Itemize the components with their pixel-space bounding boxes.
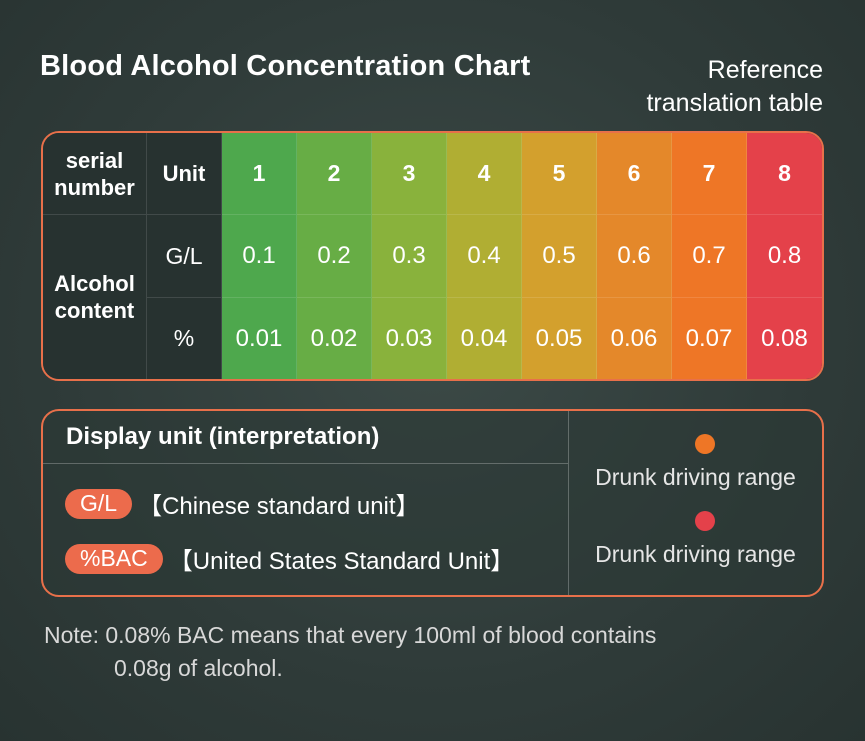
column-header: 1 (222, 133, 297, 215)
reference-label: Reference translation table (583, 54, 823, 120)
table-cell: 0.5 (522, 215, 597, 298)
table-cell: 0.02 (297, 298, 372, 379)
gl-description: 【Chinese standard unit】 (138, 493, 420, 520)
range-label-orange: Drunk driving range (595, 464, 796, 490)
table-cell: 0.08 (747, 298, 822, 379)
column-header: 8 (747, 133, 822, 215)
reference-line-1: Reference (707, 56, 823, 84)
display-unit-heading: Display unit (interpretation) (43, 411, 568, 464)
alcohol-content-label: Alcohol content (43, 215, 147, 379)
column-header: 4 (447, 133, 522, 215)
unit-label-gl: G/L (147, 215, 222, 298)
bac-badge: %BAC (65, 543, 163, 574)
table-cell: 0.4 (447, 215, 522, 298)
display-unit-list: Display unit (interpretation) G/L 【Chine… (43, 411, 569, 595)
column-header: 7 (672, 133, 747, 215)
orange-dot-icon (695, 434, 715, 454)
display-unit-panel: Display unit (interpretation) G/L 【Chine… (41, 409, 824, 597)
column-header: 3 (372, 133, 447, 215)
unit-row-bac: %BAC 【United States Standard Unit】 (65, 541, 514, 576)
table-cell: 0.01 (222, 298, 297, 379)
bac-table: serial number Unit 1 2 3 4 5 6 7 8 Alcoh… (41, 131, 824, 381)
page-title: Blood Alcohol Concentration Chart (40, 50, 531, 82)
table-cell: 0.8 (747, 215, 822, 298)
bac-description: 【United States Standard Unit】 (168, 548, 515, 575)
note-line-2: 0.08g of alcohol. (114, 655, 283, 681)
column-header: 5 (522, 133, 597, 215)
table-cell: 0.04 (447, 298, 522, 379)
column-header: 2 (297, 133, 372, 215)
table-cell: 0.1 (222, 215, 297, 298)
gl-badge: G/L (65, 488, 133, 519)
unit-row-gl: G/L 【Chinese standard unit】 (65, 486, 420, 521)
table-cell: 0.07 (672, 298, 747, 379)
table-cell: 0.3 (372, 215, 447, 298)
table-cell: 0.7 (672, 215, 747, 298)
note-line-1: Note: 0.08% BAC means that every 100ml o… (44, 622, 657, 648)
table-cell: 0.06 (597, 298, 672, 379)
red-dot-icon (695, 511, 715, 531)
column-header: 6 (597, 133, 672, 215)
table-cell: 0.05 (522, 298, 597, 379)
table-cell: 0.6 (597, 215, 672, 298)
range-label-red: Drunk driving range (595, 541, 796, 567)
unit-label-percent: % (147, 298, 222, 379)
table-cell: 0.03 (372, 298, 447, 379)
reference-line-2: translation table (646, 89, 823, 117)
unit-header: Unit (147, 133, 222, 215)
serial-number-header: serial number (43, 133, 147, 215)
table-cell: 0.2 (297, 215, 372, 298)
range-legend: Drunk driving range Drunk driving range (569, 411, 822, 595)
